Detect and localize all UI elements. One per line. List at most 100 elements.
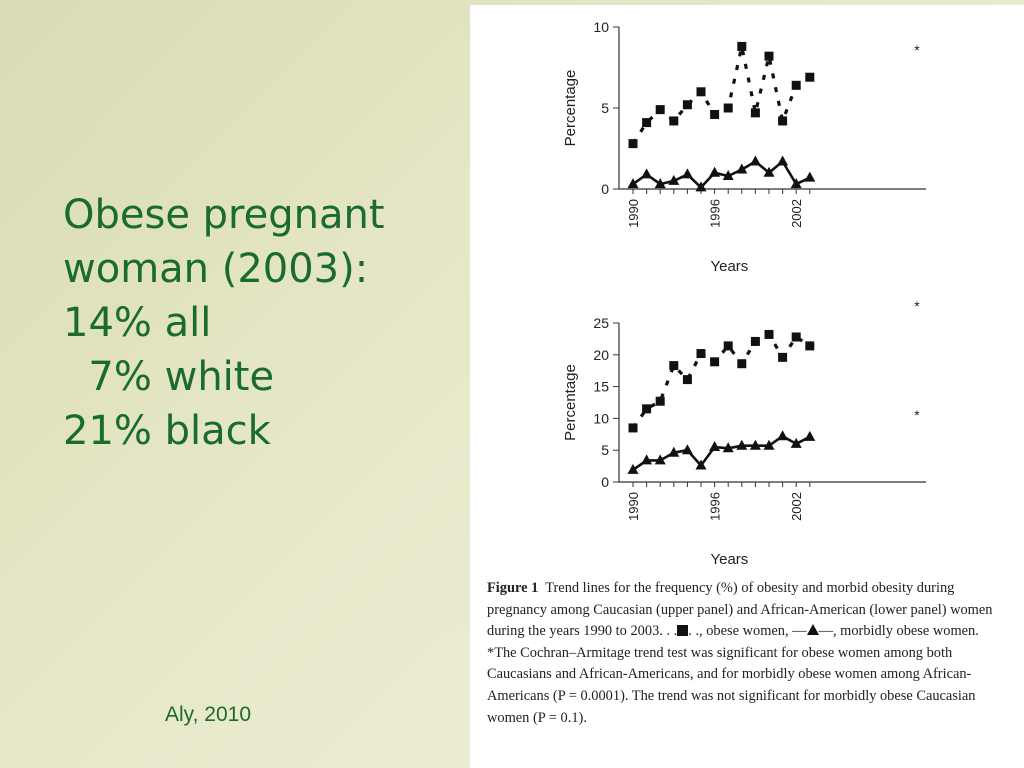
- data-point-triangle: [722, 170, 734, 181]
- y-tick-label: 0: [601, 181, 609, 197]
- x-tick-label: 2002: [789, 492, 804, 521]
- data-point-square: [682, 100, 692, 110]
- data-point-triangle: [749, 439, 761, 450]
- data-point-square: [778, 116, 788, 126]
- y-tick-label: 5: [601, 100, 609, 116]
- data-point-square: [710, 109, 720, 119]
- lower-panel-chart: 0 5 10 15 20 25 1990 1996 2002 Years Percentage * *: [562, 298, 926, 568]
- data-point-triangle: [627, 178, 639, 189]
- data-point-square: [628, 139, 638, 149]
- obese-series-line: [631, 332, 811, 429]
- y-tick-label: 5: [601, 442, 609, 458]
- square-marker-icon: [677, 625, 689, 637]
- bullet-line: Obese pregnant: [63, 192, 385, 238]
- y-tick-label: 10: [593, 410, 609, 426]
- significance-star: *: [914, 42, 920, 58]
- data-point-square: [737, 41, 747, 51]
- x-axis-label: Years: [710, 258, 748, 275]
- bullet-line: 21% black: [63, 408, 271, 454]
- y-axis-label: Percentage: [562, 70, 579, 147]
- y-tick-label: 20: [593, 347, 609, 363]
- y-tick-label: 0: [601, 474, 609, 490]
- data-point-triangle: [722, 442, 734, 453]
- data-point-square: [791, 80, 801, 90]
- y-axis-label: Percentage: [562, 364, 579, 441]
- data-point-triangle: [709, 441, 721, 452]
- data-point-triangle: [790, 178, 802, 189]
- data-point-square: [791, 332, 801, 342]
- x-tick-label: 2002: [789, 199, 804, 228]
- citation: Aly, 2010: [165, 703, 251, 726]
- caption-main: Figure 1 Trend lines for the frequency (…: [487, 578, 1012, 643]
- x-tick-label: 1996: [708, 492, 723, 521]
- obese-series-line: [631, 44, 811, 145]
- data-point-triangle: [736, 163, 748, 174]
- data-point-triangle: [777, 430, 789, 441]
- x-tick-label: 1996: [708, 199, 723, 228]
- data-point-triangle: [654, 454, 666, 465]
- data-point-triangle: [668, 174, 680, 185]
- data-point-triangle: [749, 155, 761, 166]
- x-tick-label: 1990: [626, 199, 641, 228]
- data-point-square: [805, 341, 815, 351]
- x-axis-label: Years: [710, 551, 748, 568]
- data-point-triangle: [763, 439, 775, 450]
- figure-panel: [470, 5, 1024, 768]
- data-point-triangle: [763, 166, 775, 177]
- data-point-triangle: [641, 454, 653, 465]
- data-point-square: [696, 349, 706, 359]
- y-tick-label: 15: [593, 379, 609, 395]
- x-tick-label: 1990: [626, 492, 641, 521]
- bullet-line: 7% white: [63, 354, 275, 400]
- figure-label: Figure 1: [487, 580, 539, 596]
- data-point-square: [655, 396, 665, 406]
- data-point-triangle: [627, 463, 639, 474]
- figure-caption: Figure 1 Trend lines for the frequency (…: [487, 578, 1012, 729]
- data-point-triangle: [668, 446, 680, 457]
- data-point-triangle: [681, 168, 693, 179]
- data-point-square: [642, 404, 652, 414]
- data-point-square: [710, 357, 720, 367]
- caption-text: Trend lines for the frequency (%) of obe…: [487, 580, 993, 640]
- triangle-marker-icon: [806, 624, 819, 636]
- data-point-square: [669, 361, 679, 371]
- data-point-square: [764, 329, 774, 339]
- data-point-square: [642, 118, 652, 128]
- upper-panel-chart: 0 5 10 1990 1996 2002 Years Percentage *: [562, 19, 926, 275]
- data-point-square: [696, 87, 706, 97]
- data-point-triangle: [681, 444, 693, 455]
- data-point-triangle: [790, 437, 802, 448]
- data-point-square: [778, 352, 788, 362]
- data-point-square: [682, 375, 692, 385]
- data-point-triangle: [736, 439, 748, 450]
- caption-text-end: —, morbidly obese women.: [818, 623, 979, 640]
- y-tick-label: 25: [593, 315, 609, 331]
- data-point-triangle: [709, 166, 721, 177]
- data-point-triangle: [641, 168, 653, 179]
- data-point-square: [655, 105, 665, 115]
- significance-star: *: [914, 298, 920, 314]
- morbid-series-line: [632, 434, 811, 471]
- bullet-line: 14% all: [63, 300, 212, 346]
- data-point-square: [628, 423, 638, 433]
- data-point-triangle: [695, 181, 707, 192]
- bullet-line: woman (2003):: [63, 246, 369, 292]
- caption-text-mid: . ., obese women, —: [688, 623, 807, 640]
- caption-note: *The Cochran–Armitage trend test was sig…: [487, 644, 976, 726]
- data-point-square: [737, 359, 747, 369]
- y-tick-label: 10: [593, 19, 609, 35]
- data-point-triangle: [777, 155, 789, 166]
- data-point-triangle: [654, 178, 666, 189]
- data-point-triangle: [695, 459, 707, 470]
- data-point-square: [723, 341, 733, 351]
- significance-star: *: [914, 407, 920, 423]
- data-point-square: [723, 103, 733, 113]
- data-point-square: [669, 116, 679, 126]
- data-point-triangle: [804, 171, 816, 182]
- data-point-square: [764, 51, 774, 61]
- data-point-square: [750, 336, 760, 346]
- data-point-square: [805, 72, 815, 82]
- bullet-list: Obese pregnant woman (2003): 14% all 7% …: [63, 188, 453, 458]
- data-point-triangle: [804, 430, 816, 441]
